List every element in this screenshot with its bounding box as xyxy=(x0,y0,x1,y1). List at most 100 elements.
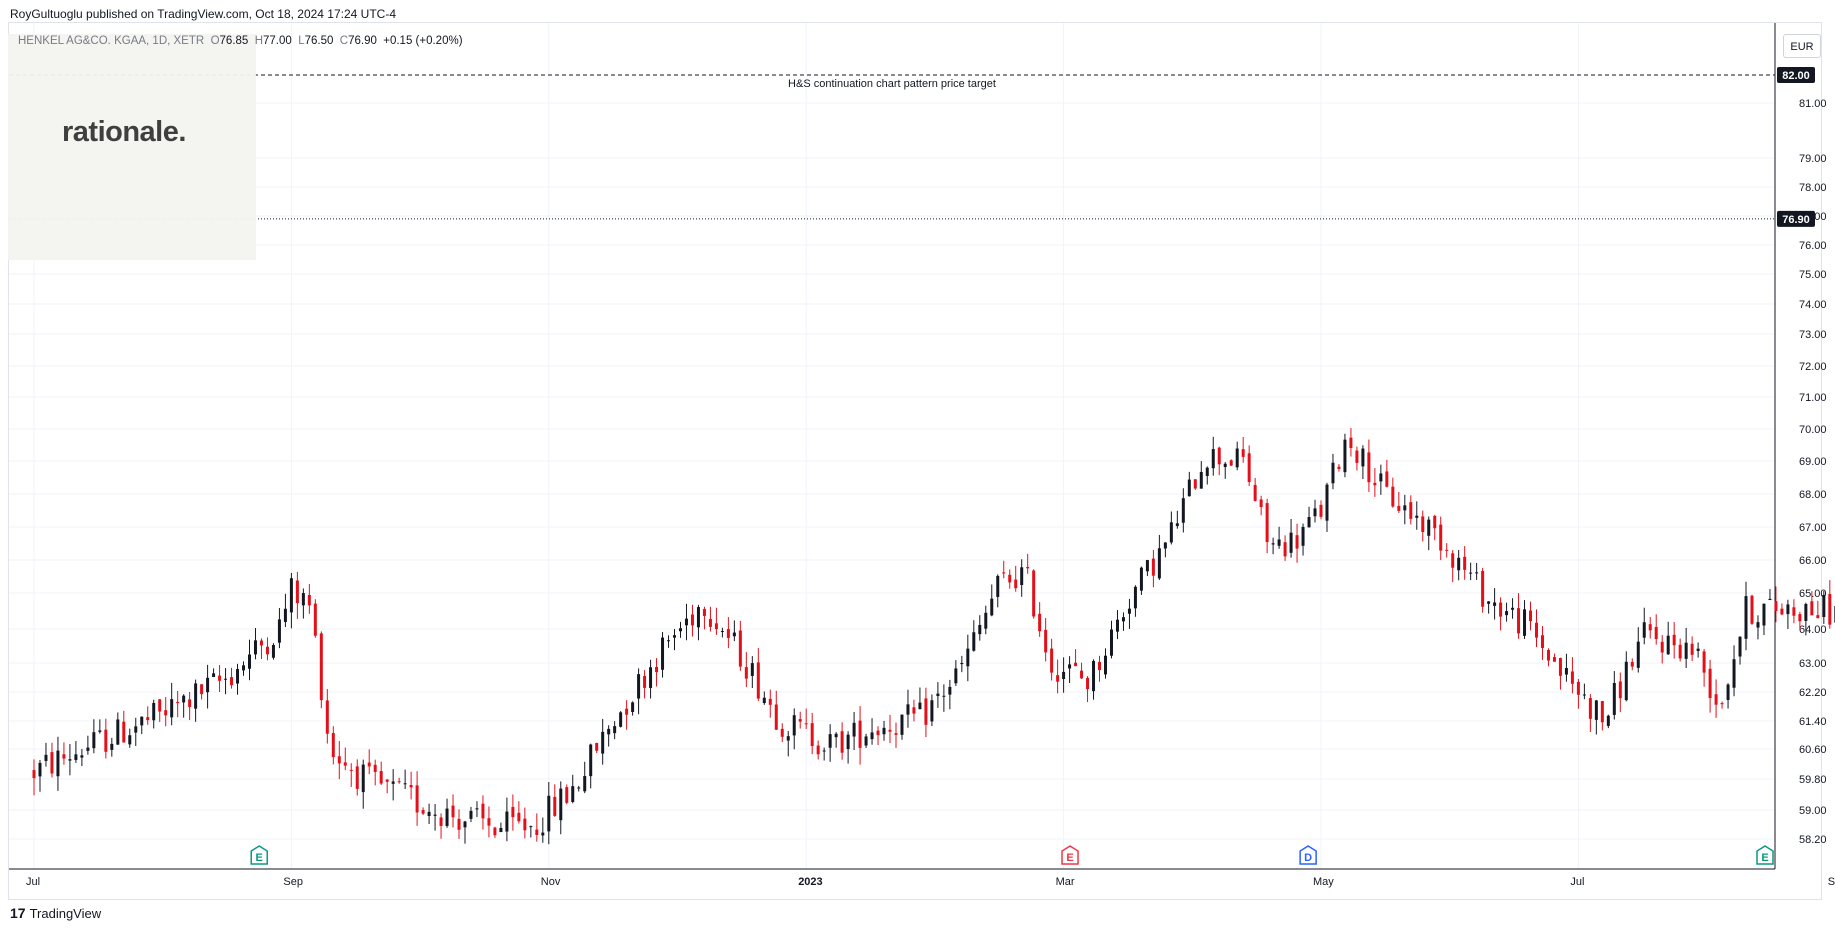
candle-body xyxy=(176,701,180,704)
candle-body xyxy=(954,668,958,684)
candle-body xyxy=(882,727,886,735)
candle-body xyxy=(559,788,563,821)
price-tick-label: 67.00 xyxy=(1799,522,1827,534)
candle-body xyxy=(1313,508,1317,517)
candle-body xyxy=(511,807,515,818)
candle-body xyxy=(1738,636,1742,657)
candle-body xyxy=(1032,570,1036,617)
candle-body xyxy=(1499,602,1503,617)
candle-body xyxy=(1127,608,1131,614)
candle-body xyxy=(607,728,611,735)
candle-body xyxy=(1301,526,1305,546)
time-tick-label: Jul xyxy=(1570,876,1584,888)
candle-body xyxy=(1720,703,1724,705)
earnings-event-icon[interactable] xyxy=(1756,845,1774,865)
candle-body xyxy=(451,805,455,818)
candle-body xyxy=(565,787,569,803)
candle-body xyxy=(74,754,78,760)
legend-change: +0.15 (+0.20%) xyxy=(383,35,463,47)
candle-body xyxy=(212,673,216,677)
candle-body xyxy=(547,795,551,832)
candle-body xyxy=(529,826,533,828)
candle-body xyxy=(684,618,688,626)
candle-body xyxy=(92,732,96,749)
candle-body xyxy=(1235,448,1239,468)
candle-body xyxy=(104,729,108,752)
candle-body xyxy=(505,811,509,832)
candle-body xyxy=(403,783,407,785)
candle-body xyxy=(966,648,970,667)
candle-body xyxy=(601,731,605,754)
candle-body xyxy=(1008,574,1012,583)
candle-body xyxy=(780,728,784,737)
legend-symbol: HENKEL AG&CO. KGAA, 1D, XETR xyxy=(18,35,205,47)
candle-body xyxy=(1708,668,1712,699)
candle-body xyxy=(517,812,521,822)
price-tick-label: 81.00 xyxy=(1799,98,1827,110)
candle-body xyxy=(1241,449,1245,457)
candle-body xyxy=(463,821,467,828)
candle-body xyxy=(44,754,48,761)
candle-body xyxy=(858,720,862,748)
candle-body xyxy=(1169,522,1173,543)
candle-body xyxy=(720,630,724,632)
candle-body xyxy=(828,734,832,748)
candle-body xyxy=(1229,460,1233,466)
candle-body xyxy=(253,640,257,655)
legend-close: 76.90 xyxy=(348,35,377,47)
candle-body xyxy=(1038,613,1042,632)
candle-body xyxy=(1463,556,1467,570)
candle-body xyxy=(804,723,808,725)
candle-body xyxy=(1798,614,1802,622)
candle-body xyxy=(1750,595,1754,624)
earnings-event-icon[interactable] xyxy=(1061,845,1079,865)
earnings-event-icon[interactable] xyxy=(250,845,268,865)
candle-body xyxy=(984,612,988,629)
candle-body xyxy=(1361,448,1365,467)
candle-body xyxy=(1552,657,1556,662)
candle-body xyxy=(337,756,341,764)
candle-body xyxy=(80,755,84,758)
event-marker-letter: E xyxy=(1761,852,1768,864)
tradingview-footer-logo[interactable]: 17 TradingView xyxy=(10,905,101,921)
price-tick-label: 66.00 xyxy=(1799,555,1827,567)
candle-body xyxy=(655,666,659,673)
candle-body xyxy=(1062,671,1066,680)
candle-body xyxy=(1157,548,1161,579)
price-tick-label: 72.00 xyxy=(1799,361,1827,373)
candle-body xyxy=(1002,572,1006,574)
candle-body xyxy=(571,786,575,802)
candle-body xyxy=(1014,579,1018,589)
candle-body xyxy=(1672,634,1676,646)
candle-body xyxy=(1828,593,1832,625)
candle-body xyxy=(1487,601,1491,604)
candle-body xyxy=(1199,471,1203,489)
candle-body xyxy=(206,677,210,693)
candle-body xyxy=(1026,566,1030,569)
target-price-tag xyxy=(1777,67,1815,83)
price-tick-label: 60.60 xyxy=(1799,744,1827,756)
dividend-event-icon[interactable] xyxy=(1299,845,1317,865)
currency-button[interactable]: EUR xyxy=(1783,34,1821,58)
candle-body xyxy=(912,707,916,714)
candle-body xyxy=(1714,694,1718,705)
candle-body xyxy=(307,594,311,606)
time-tick-label: 2023 xyxy=(798,876,822,888)
candle-body xyxy=(577,787,581,789)
candle-body xyxy=(1193,479,1197,489)
candle-body xyxy=(1780,608,1784,615)
candle-body xyxy=(1648,624,1652,631)
candle-body xyxy=(1421,516,1425,533)
candle-body xyxy=(1379,473,1383,482)
candle-body xyxy=(397,781,401,783)
time-tick-label: Nov xyxy=(541,876,561,888)
candle-body xyxy=(1104,655,1108,675)
candle-body xyxy=(667,640,671,642)
candle-body xyxy=(361,764,365,793)
candle-body xyxy=(1511,607,1515,610)
candle-body xyxy=(1822,594,1826,618)
candle-body xyxy=(379,771,383,784)
price-tick-label: 70.00 xyxy=(1799,424,1827,436)
candle-body xyxy=(1403,505,1407,511)
